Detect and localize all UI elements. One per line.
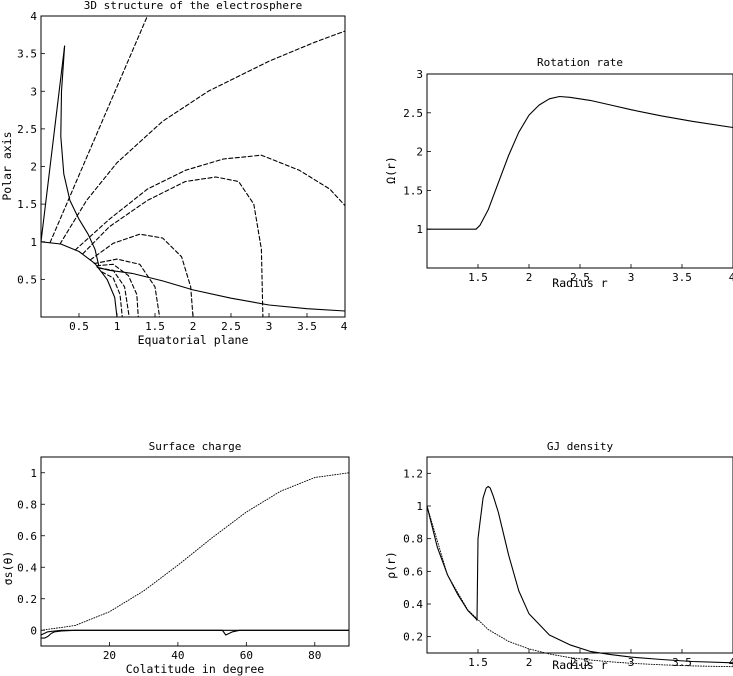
y-tick-label: 0.8 bbox=[403, 533, 423, 546]
panel-title: Surface charge bbox=[149, 440, 242, 453]
y-tick-label: 1 bbox=[30, 236, 37, 249]
x-tick-label: 60 bbox=[240, 649, 253, 662]
y-tick-label: 2.5 bbox=[17, 123, 37, 136]
y-axis-label: σs(θ) bbox=[1, 551, 15, 586]
x-tick-label: 3 bbox=[628, 656, 635, 669]
y-tick-label: 0 bbox=[30, 624, 37, 637]
y-tick-label: 3.5 bbox=[17, 48, 37, 61]
x-tick-label: 1.5 bbox=[468, 656, 488, 669]
x-tick-label: 3.5 bbox=[672, 271, 692, 284]
y-tick-label: 1.5 bbox=[403, 184, 423, 197]
y-tick-label: 1.2 bbox=[403, 467, 423, 480]
plot-frame bbox=[426, 456, 733, 654]
series-line-dashed-10 bbox=[93, 258, 161, 318]
x-tick-label: 2 bbox=[526, 656, 533, 669]
x-tick-label: 1 bbox=[114, 320, 121, 333]
panel-surface-charge: Surface charge 20 40 60 80 0 0.2 0.4 0.6 0.8 1 Co… bbox=[1, 440, 350, 676]
y-axis-label: ρ(r) bbox=[384, 551, 398, 579]
x-tick-label: 2.5 bbox=[570, 656, 590, 669]
series-line-solid-3 bbox=[40, 629, 350, 636]
x-tick-label: 2.5 bbox=[221, 320, 241, 333]
series-line-solid-2 bbox=[40, 629, 350, 639]
y-tick-label: 1 bbox=[416, 223, 423, 236]
panel-gj-density: GJ density 1.5 2 2.5 3 3.5 40.20.40.60.811.2 … bbox=[384, 440, 733, 672]
series-line-solid-2 bbox=[426, 485, 733, 664]
y-tick-label: 0.2 bbox=[403, 631, 423, 644]
plot-frame bbox=[40, 15, 346, 318]
x-tick-label: 2 bbox=[190, 320, 197, 333]
x-tick-label: 80 bbox=[308, 649, 321, 662]
tick-layer: 1.5 2 2.5 3 3.5 4 1 1.5 2 2.5 3 bbox=[403, 68, 733, 284]
y-tick-label: 1.5 bbox=[17, 198, 37, 211]
x-axis-label: Radius r bbox=[552, 658, 607, 672]
series-line-dashed-7 bbox=[74, 154, 346, 251]
series-line-solid-1 bbox=[40, 241, 118, 318]
x-axis-label: Equatorial plane bbox=[138, 333, 249, 347]
series-line-dotted-1 bbox=[40, 472, 350, 631]
y-tick-label: 0.2 bbox=[17, 593, 37, 606]
series-line-dashed-8 bbox=[82, 176, 264, 318]
tick-layer: 0.5 1 1.5 2 2.5 3 3.5 4 0.5 1 1.5 2 2.5 3 3.5 4 bbox=[17, 10, 348, 333]
x-axis-label: Colatitude in degree bbox=[126, 662, 265, 676]
y-tick-label: 1 bbox=[416, 500, 423, 513]
y-axis-label: Polar axis bbox=[0, 131, 14, 200]
tick-layer: 1.5 2 2.5 3 3.5 4 0.2 0.4 0.6 0.8 1 1.2 bbox=[403, 467, 733, 669]
series-layer bbox=[40, 15, 346, 318]
x-tick-label: 3.5 bbox=[672, 656, 692, 669]
x-axis-label: Radius r bbox=[552, 276, 607, 290]
series-line-solid-2 bbox=[40, 45, 66, 243]
plot-frame bbox=[426, 73, 733, 269]
panel-rotation-rate: Rotation rate 1.5 2 2.5 3 3.5 4 1 1.5 2 2.5 3 Radi… bbox=[384, 56, 733, 290]
x-tick-label: 40 bbox=[171, 649, 184, 662]
x-tick-label: 3 bbox=[628, 271, 635, 284]
tick-layer: 20 40 60 80 0 0.2 0.4 0.6 0.8 1 bbox=[17, 467, 321, 662]
x-tick-label: 0.5 bbox=[69, 320, 89, 333]
x-tick-label: 3 bbox=[266, 320, 273, 333]
y-axis-label: Ω(r) bbox=[384, 156, 398, 184]
panel-title: GJ density bbox=[547, 440, 614, 453]
panel-electrosphere-structure: 3D structure of the electrosphere 0.5 1 1.… bbox=[0, 0, 348, 347]
series-line-solid-1 bbox=[426, 95, 733, 230]
y-tick-label: 4 bbox=[30, 10, 37, 23]
series-line-dashed-12 bbox=[98, 267, 130, 318]
series-line-dotted-1 bbox=[426, 505, 733, 668]
series-line-dashed-13 bbox=[101, 271, 123, 318]
x-tick-label: 1.5 bbox=[145, 320, 165, 333]
y-tick-label: 0.8 bbox=[17, 498, 37, 511]
series-layer bbox=[426, 485, 733, 668]
panel-title: Rotation rate bbox=[537, 56, 623, 69]
x-tick-label: 20 bbox=[103, 649, 116, 662]
y-tick-label: 2 bbox=[416, 146, 423, 159]
y-tick-label: 0.6 bbox=[403, 565, 423, 578]
x-tick-label: 4 bbox=[729, 656, 733, 669]
x-tick-label: 2.5 bbox=[570, 271, 590, 284]
series-line-dashed-6 bbox=[59, 30, 346, 245]
series-line-dashed-5 bbox=[49, 15, 148, 244]
series-line-dashed-11 bbox=[95, 263, 139, 318]
y-tick-label: 0.6 bbox=[17, 530, 37, 543]
y-tick-label: 0.4 bbox=[403, 598, 423, 611]
y-tick-label: 2 bbox=[30, 161, 37, 174]
y-tick-label: 3 bbox=[30, 85, 37, 98]
x-tick-label: 4 bbox=[341, 320, 348, 333]
y-tick-label: 3 bbox=[416, 68, 423, 81]
y-tick-label: 1 bbox=[30, 467, 37, 480]
plot-frame bbox=[40, 456, 350, 647]
x-tick-label: 3.5 bbox=[297, 320, 317, 333]
x-tick-label: 1.5 bbox=[468, 271, 488, 284]
series-line-solid-4 bbox=[96, 266, 346, 312]
panel-title: 3D structure of the electrosphere bbox=[84, 0, 303, 12]
series-line-dashed-9 bbox=[89, 233, 194, 318]
y-tick-label: 0.5 bbox=[17, 273, 37, 286]
y-tick-label: 0.4 bbox=[17, 561, 37, 574]
x-tick-label: 2 bbox=[526, 271, 533, 284]
y-tick-label: 2.5 bbox=[403, 107, 423, 120]
x-tick-label: 4 bbox=[729, 271, 733, 284]
series-layer bbox=[426, 95, 733, 230]
series-layer bbox=[40, 472, 350, 639]
